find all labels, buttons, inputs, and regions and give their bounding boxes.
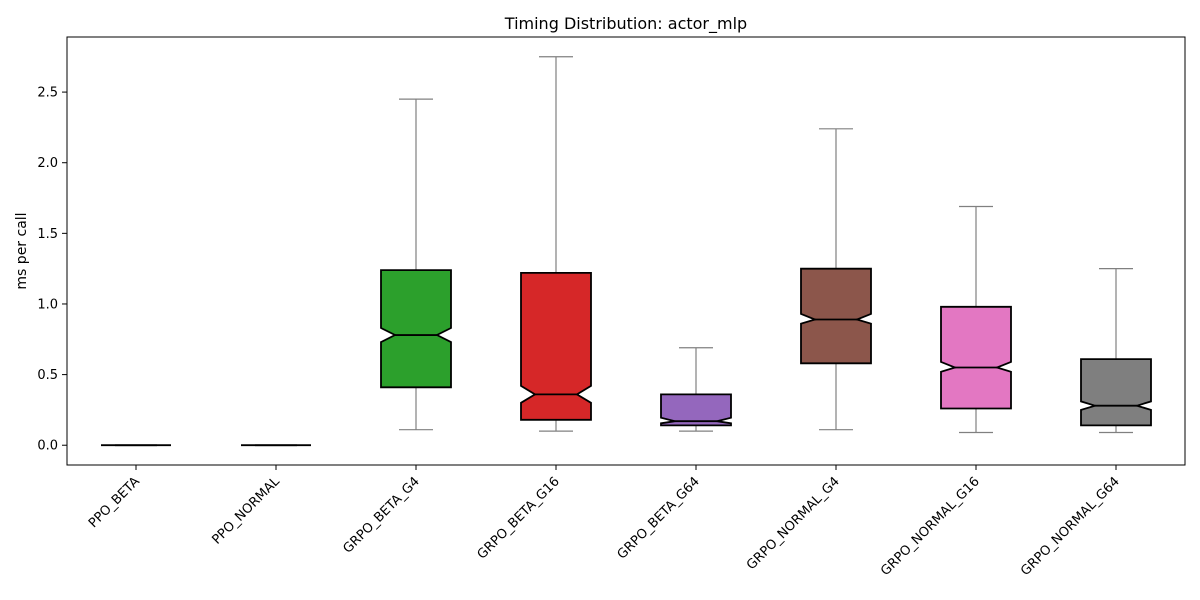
x-tick-label: PPO_BETA xyxy=(86,474,143,531)
box-body xyxy=(520,271,592,421)
box-body xyxy=(380,269,452,389)
y-tick-label: 1.0 xyxy=(37,297,58,312)
y-tick-label: 0.0 xyxy=(37,439,58,454)
x-tick-label: GRPO_BETA_G4 xyxy=(340,474,422,556)
box-grpo-normal-g16 xyxy=(940,205,1012,434)
x-tick-label: GRPO_NORMAL_G16 xyxy=(878,474,983,579)
x-axis: PPO_BETA PPO_NORMAL GRPO_BETA_G4 GRPO_BETA_… xyxy=(86,465,1123,579)
box-grpo-normal-g4 xyxy=(800,128,872,431)
box-grpo-normal-g64 xyxy=(1080,268,1152,434)
box-body xyxy=(1080,358,1152,427)
x-tick-label: GRPO_NORMAL_G4 xyxy=(744,474,843,573)
y-tick-label: 2.0 xyxy=(37,156,58,171)
chart-title: Timing Distribution: actor_mlp xyxy=(504,14,747,34)
y-axis-label: ms per call xyxy=(14,212,30,289)
box-body xyxy=(940,305,1012,410)
x-tick-label: GRPO_NORMAL_G64 xyxy=(1018,474,1123,579)
y-axis: 0.0 0.5 1.0 1.5 2.0 2.5 xyxy=(37,86,67,454)
box-grpo-beta-g64 xyxy=(660,347,732,432)
y-tick-label: 0.5 xyxy=(37,368,58,383)
box-grpo-beta-g16 xyxy=(520,56,592,432)
box-body xyxy=(800,267,872,365)
plot-area xyxy=(101,56,1152,447)
x-tick-label: GRPO_BETA_G16 xyxy=(475,474,563,562)
box-grpo-beta-g4 xyxy=(380,98,452,431)
x-tick-label: GRPO_BETA_G64 xyxy=(615,474,703,562)
box-body xyxy=(660,393,732,427)
y-tick-label: 1.5 xyxy=(37,227,58,242)
y-tick-label: 2.5 xyxy=(37,86,58,101)
x-tick-label: PPO_NORMAL xyxy=(209,474,283,548)
plot-frame xyxy=(66,36,1186,466)
